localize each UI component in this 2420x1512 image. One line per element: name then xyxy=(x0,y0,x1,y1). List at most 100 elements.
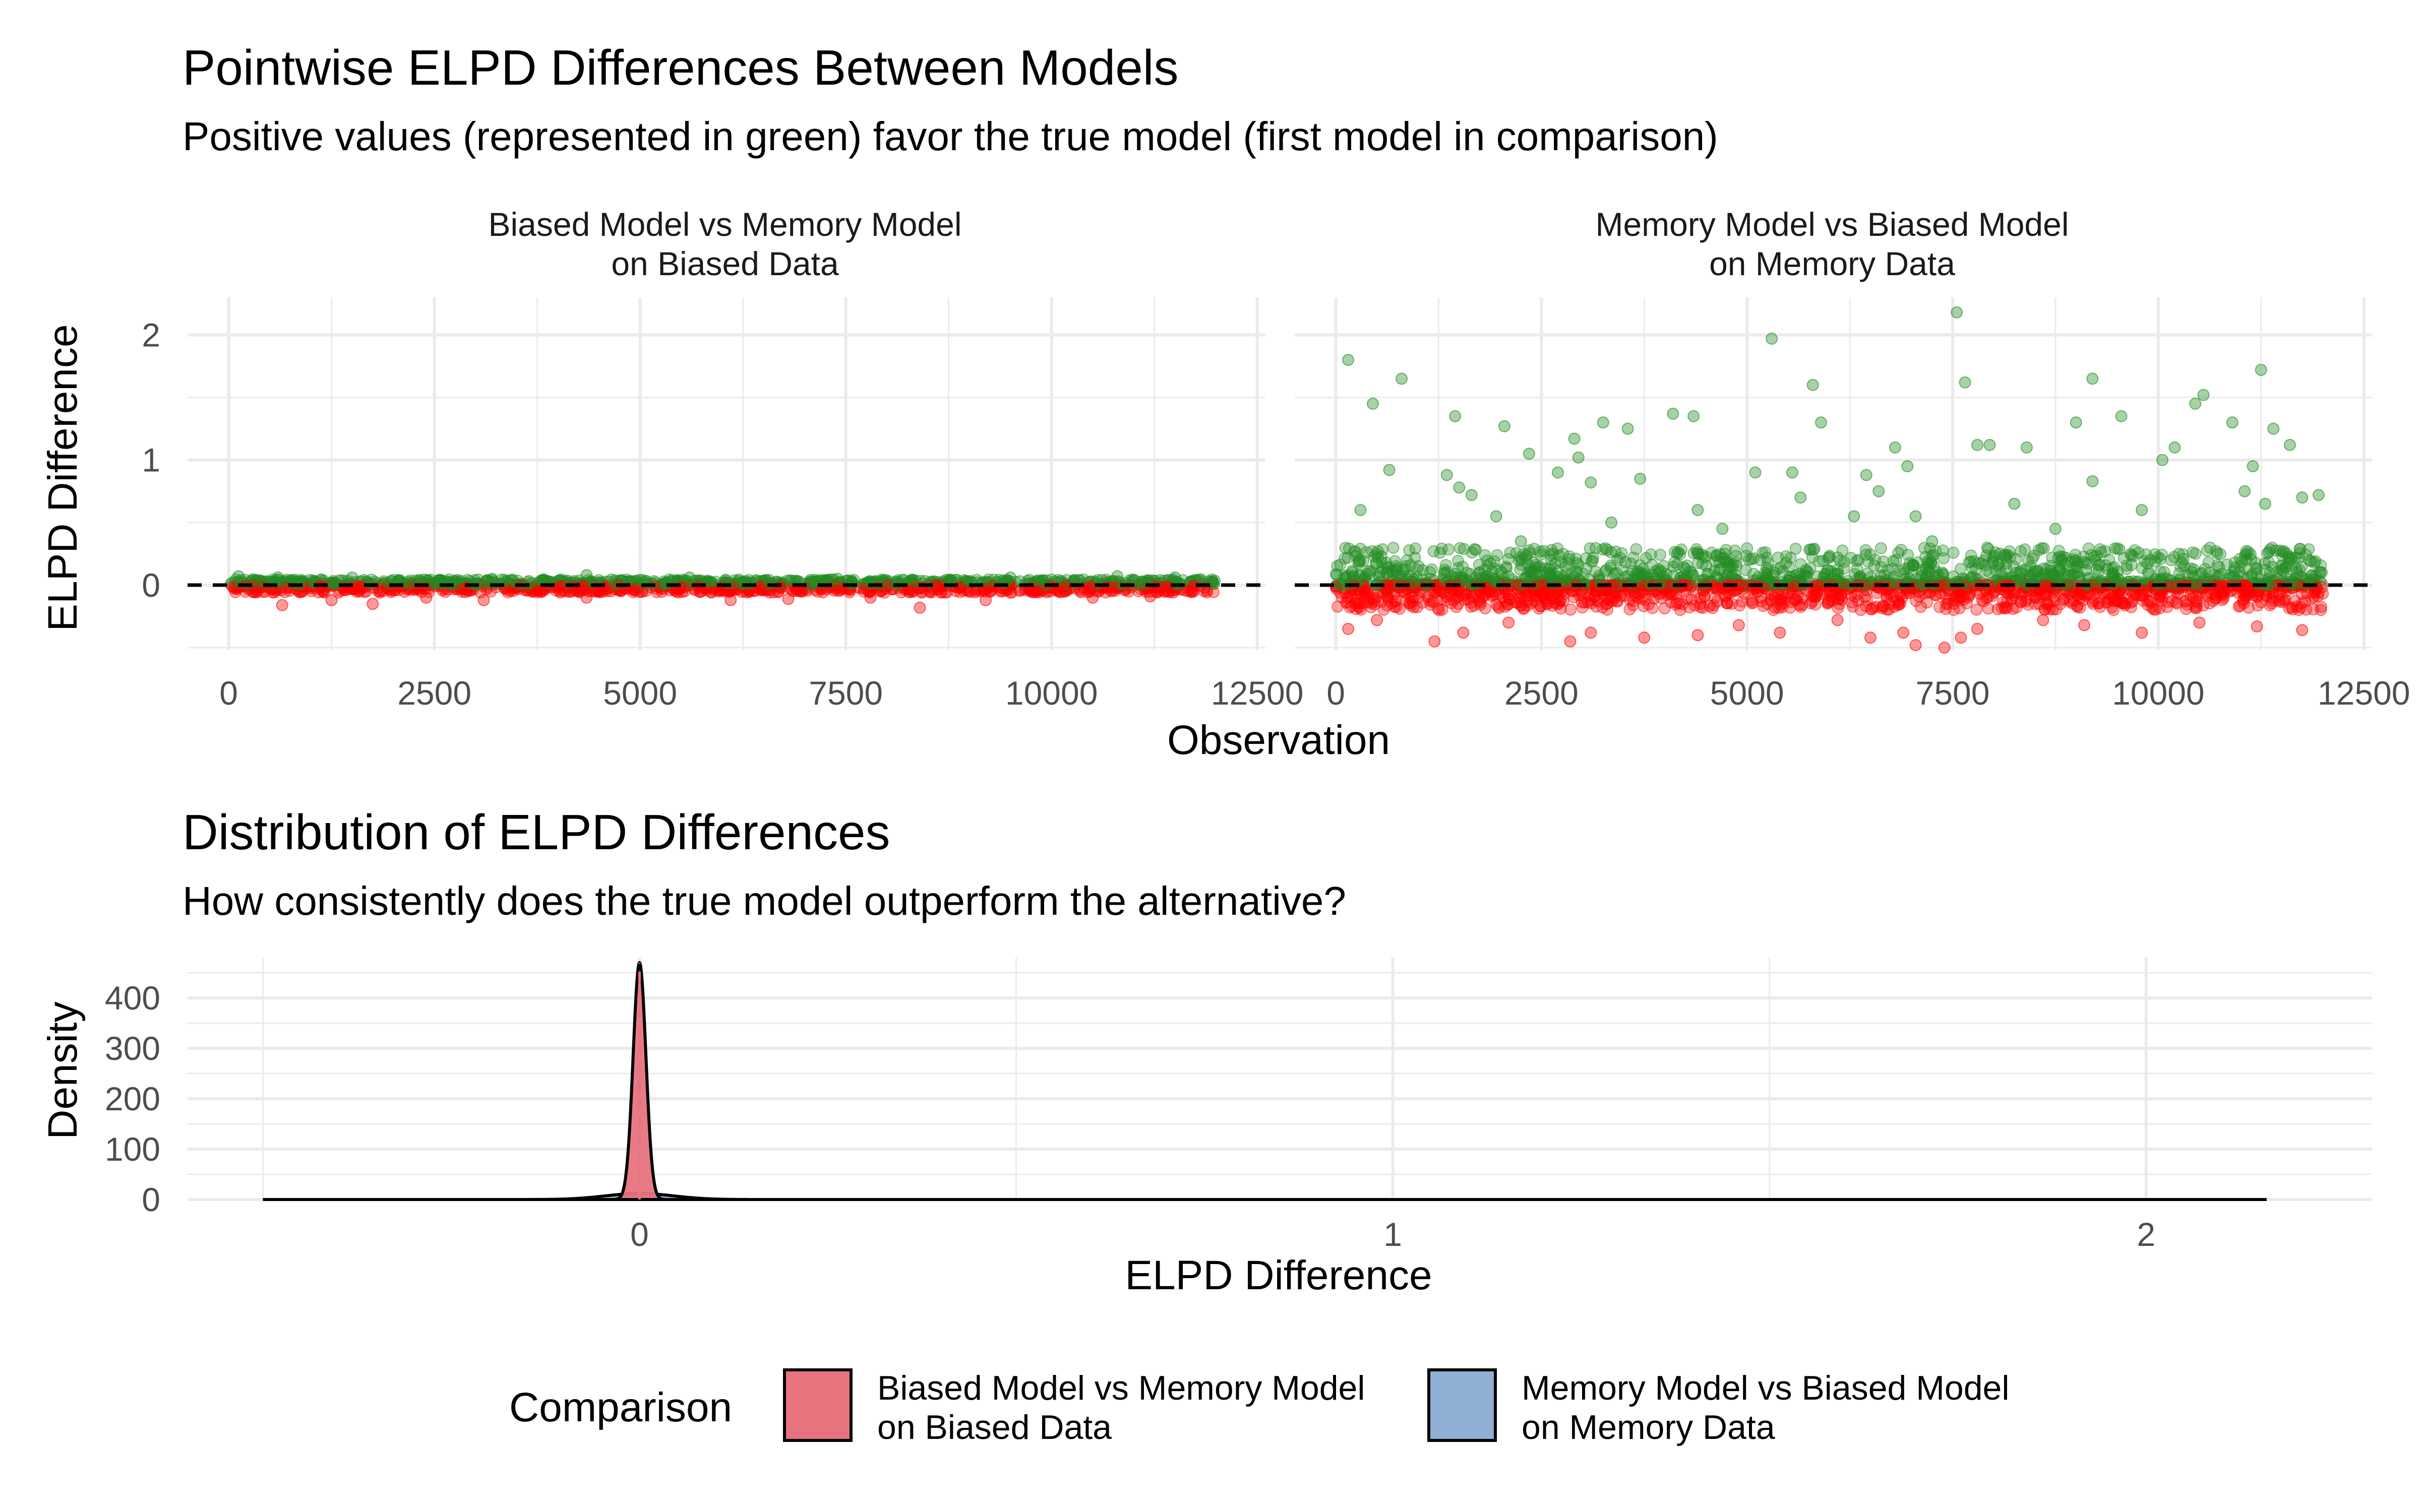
bottom-x-axis-title: ELPD Difference xyxy=(1125,1252,1432,1298)
data-point-negative xyxy=(1831,614,1844,626)
data-point xyxy=(1674,548,1686,560)
data-point xyxy=(1965,549,1977,562)
data-point xyxy=(902,586,915,598)
legend-swatch-memory xyxy=(1427,1368,1497,1442)
data-point xyxy=(1761,598,1774,610)
data-point-positive xyxy=(1465,489,1478,501)
data-point xyxy=(1572,573,1585,586)
data-point xyxy=(2067,553,2080,565)
data-point-positive xyxy=(1449,410,1462,422)
data-point xyxy=(2121,559,2133,572)
y-tick-label: 100 xyxy=(105,1130,160,1168)
data-point-positive xyxy=(2086,372,2099,385)
data-point-negative xyxy=(914,601,926,614)
data-point-positive xyxy=(2168,441,2181,454)
data-point xyxy=(1762,557,1774,569)
data-point-positive xyxy=(580,569,593,582)
data-point xyxy=(1736,595,1748,608)
data-point-negative xyxy=(1732,619,1745,632)
data-point xyxy=(1991,559,2004,572)
data-point xyxy=(1469,577,1481,589)
data-point xyxy=(1473,558,1485,571)
data-point xyxy=(1354,555,1366,568)
data-point xyxy=(1823,594,1835,606)
data-point xyxy=(1696,557,1709,570)
data-point xyxy=(1332,600,1344,613)
y-tick-label: 1 xyxy=(142,442,160,479)
data-point xyxy=(1557,595,1570,607)
data-point-negative xyxy=(276,599,288,611)
data-point xyxy=(1616,564,1628,577)
data-point xyxy=(1395,585,1408,598)
data-point-negative xyxy=(1428,635,1441,648)
data-point xyxy=(2228,556,2241,569)
data-point xyxy=(1698,590,1711,602)
data-point xyxy=(2316,581,2328,593)
data-point-positive xyxy=(2296,491,2309,504)
data-point xyxy=(1559,560,1571,573)
facet1-panel: 0 2500 5000 7500 10000 12500 0 1 2 xyxy=(142,297,1303,712)
data-point xyxy=(1875,542,1887,554)
data-point xyxy=(2028,585,2040,598)
facet2-strip-line1: Memory Model vs Biased Model xyxy=(1595,206,2069,243)
data-point-positive xyxy=(2049,523,2062,535)
data-point xyxy=(1425,563,1438,576)
data-point-positive xyxy=(486,573,498,585)
data-point-positive xyxy=(1806,379,1819,391)
x-tick-label: 2500 xyxy=(397,674,471,712)
bottom-title: Distribution of ELPD Differences xyxy=(183,804,890,860)
data-point xyxy=(1803,543,1816,556)
data-point-positive xyxy=(1498,420,1510,432)
data-point xyxy=(1438,567,1450,580)
data-point xyxy=(1788,580,1801,592)
y-tick-label: 0 xyxy=(142,1181,160,1218)
data-point-positive xyxy=(2156,454,2169,466)
data-point xyxy=(2247,589,2259,601)
data-point-positive xyxy=(1860,469,1872,481)
data-point-positive xyxy=(1983,438,1996,451)
data-point xyxy=(2282,550,2295,563)
data-point xyxy=(2290,600,2303,613)
x-tick-label: 5000 xyxy=(1710,674,1784,712)
data-point-positive xyxy=(2267,422,2280,435)
data-point xyxy=(2158,566,2170,579)
x-tick-label: 10000 xyxy=(2112,674,2205,712)
data-point-negative xyxy=(580,591,593,604)
data-point-negative xyxy=(1897,626,1910,639)
data-point-positive xyxy=(831,573,844,585)
x-tick-label: 7500 xyxy=(1916,674,1990,712)
data-point-negative xyxy=(1864,632,1877,644)
data-point-positive xyxy=(1621,422,1634,435)
facet1-strip-line2: on Biased Data xyxy=(611,245,839,282)
data-point xyxy=(1381,599,1394,612)
data-point xyxy=(2127,550,2140,562)
data-point-positive xyxy=(1111,570,1124,583)
data-point-negative xyxy=(2193,616,2206,629)
data-point-positive xyxy=(1909,510,1922,523)
density-panel: 0 1 2 0 100 200 300 400 xyxy=(105,958,2372,1253)
data-point-positive xyxy=(2197,389,2210,401)
data-point xyxy=(1627,551,1640,564)
facet2-strip-line2: on Memory Data xyxy=(1709,245,1955,282)
y-tick-label: 400 xyxy=(105,979,160,1017)
data-point xyxy=(2089,553,2101,566)
data-point xyxy=(1344,601,1356,614)
data-point xyxy=(1714,548,1726,560)
data-point xyxy=(628,584,640,597)
data-point-negative xyxy=(2078,619,2091,632)
data-point-positive xyxy=(1396,372,1408,385)
data-point-positive xyxy=(1169,572,1181,584)
data-point-positive xyxy=(232,570,245,583)
data-point-positive xyxy=(1889,441,1901,454)
data-point xyxy=(2171,597,2184,610)
legend-label-memory-line1: Memory Model vs Biased Model xyxy=(1522,1369,2009,1407)
data-point-positive xyxy=(1951,306,1963,319)
data-point xyxy=(1921,557,1934,570)
data-point-positive xyxy=(1440,469,1453,481)
data-point-negative xyxy=(477,594,490,606)
data-point xyxy=(1601,603,1613,616)
data-point xyxy=(1947,546,1960,559)
data-point xyxy=(1939,579,1951,591)
data-point-positive xyxy=(2115,410,2128,422)
data-point xyxy=(2260,589,2272,601)
